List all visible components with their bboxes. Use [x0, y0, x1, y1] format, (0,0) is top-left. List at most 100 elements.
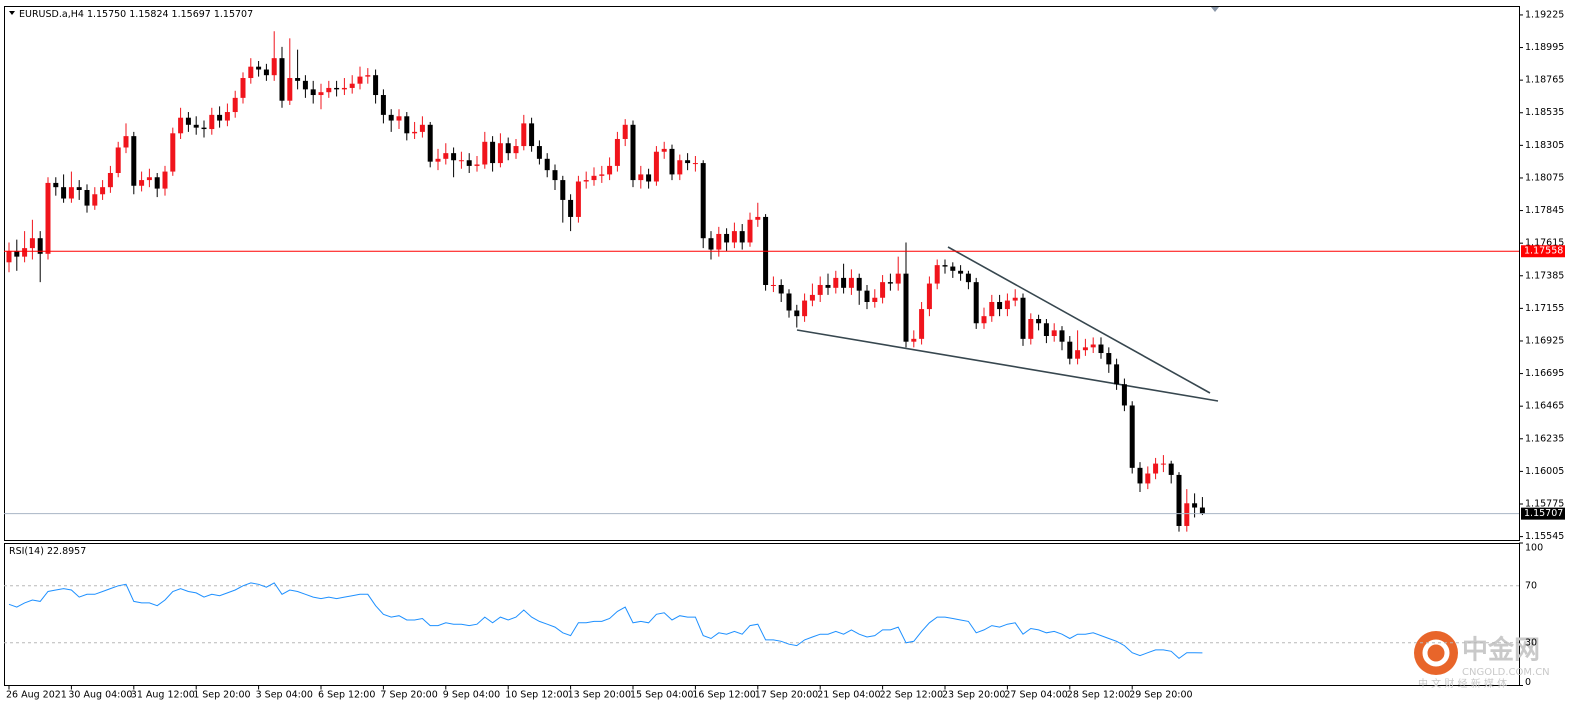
candle-body — [997, 301, 1003, 310]
candle-body — [708, 238, 714, 250]
candle-body — [739, 231, 745, 243]
candle-body — [466, 160, 472, 166]
candle-body — [193, 124, 199, 128]
candle-body — [131, 136, 137, 186]
candle-body — [700, 163, 706, 239]
candle-body — [162, 171, 168, 189]
y-tick-label: 30 — [1525, 637, 1537, 648]
candle-body — [178, 117, 184, 134]
rsi-panel-frame — [4, 543, 1520, 686]
candle-body — [950, 266, 956, 271]
watermark-logo — [1414, 631, 1458, 675]
candle-body — [685, 160, 691, 164]
candle-body — [661, 148, 667, 152]
x-tick-label: 10 Sep 12:00 — [505, 690, 568, 701]
candle-body — [887, 282, 893, 284]
candle-body — [1020, 297, 1026, 339]
candle-body — [1051, 330, 1057, 337]
candle-body — [295, 78, 301, 81]
rsi-line — [8, 582, 1203, 660]
candle-body — [786, 293, 792, 311]
candle-body — [185, 117, 191, 125]
candle-body — [115, 147, 121, 173]
candle-body — [92, 194, 98, 206]
trend-line-upper — [947, 246, 1211, 394]
x-tick-label: 29 Sep 20:00 — [1129, 690, 1192, 701]
candle-body — [107, 172, 113, 188]
x-tick-label: 16 Sep 12:00 — [692, 690, 755, 701]
x-tick-label: 28 Sep 12:00 — [1067, 690, 1130, 701]
candle-body — [575, 181, 581, 217]
candle-body — [224, 112, 230, 121]
candle-body — [536, 146, 542, 159]
candle-body — [1043, 323, 1049, 337]
x-tick-label: 1 Sep 20:00 — [193, 690, 250, 701]
y-tick-label: 1.16925 — [1525, 335, 1564, 346]
candle-body — [981, 316, 987, 324]
candle-body — [76, 187, 82, 191]
x-tick-label: 15 Sep 04:00 — [630, 690, 693, 701]
candle-body — [630, 124, 636, 181]
candle-body — [458, 160, 464, 162]
candle-body — [154, 177, 160, 189]
shift-marker — [1211, 7, 1219, 12]
price-label: 1.15707 — [1524, 508, 1563, 519]
y-tick-label: 1.17385 — [1525, 270, 1564, 281]
x-tick-label: 9 Sep 04:00 — [443, 690, 500, 701]
candle-body — [622, 124, 628, 139]
candle-body — [513, 146, 519, 154]
candle-body — [1059, 330, 1065, 342]
candle-body — [310, 89, 316, 96]
candle-body — [53, 182, 59, 188]
candle-body — [1090, 344, 1096, 348]
candle-body — [521, 123, 527, 147]
candle-body — [100, 187, 106, 195]
candle-body — [61, 187, 67, 199]
candle-body — [279, 58, 285, 101]
candle-body — [989, 301, 995, 317]
x-tick-label: 27 Sep 04:00 — [1004, 690, 1067, 701]
candle-body — [934, 265, 940, 284]
y-tick-label: 1.16005 — [1525, 466, 1564, 477]
x-tick-label: 13 Sep 20:00 — [568, 690, 631, 701]
candle-body — [170, 133, 176, 172]
candle-body — [22, 248, 28, 257]
candle-body — [903, 273, 909, 342]
candle-body — [724, 233, 730, 243]
candle-body — [973, 282, 979, 324]
candle-body — [435, 158, 441, 162]
candle-body — [248, 66, 254, 79]
candle-body — [404, 116, 410, 134]
candle-body — [1137, 467, 1143, 484]
x-tick-label: 17 Sep 20:00 — [755, 690, 818, 701]
y-tick-label: 100 — [1525, 543, 1543, 554]
candle-body — [653, 151, 659, 182]
trend-line-lower — [796, 329, 1219, 402]
candle-body — [747, 219, 753, 243]
candle-body — [568, 199, 574, 217]
candle-body — [84, 190, 90, 206]
candle-body — [529, 123, 535, 147]
candle-body — [1184, 503, 1190, 526]
candle-body — [1153, 463, 1159, 474]
candle-body — [1098, 344, 1104, 354]
candle-body — [1176, 474, 1182, 526]
x-tick-label: 30 Aug 04:00 — [68, 690, 132, 701]
candle-body — [412, 131, 418, 134]
candle-body — [1129, 405, 1135, 468]
y-tick-label: 1.17155 — [1525, 303, 1564, 314]
candle-body — [833, 277, 839, 288]
y-tick-label: 1.16235 — [1525, 433, 1564, 444]
y-tick-label: 0 — [1525, 677, 1531, 688]
candle-body — [614, 138, 620, 166]
candle-body — [318, 92, 324, 96]
y-tick-label: 1.18535 — [1525, 107, 1564, 118]
candle-body — [146, 177, 152, 181]
candle-body — [380, 95, 386, 115]
candle-body — [45, 182, 51, 254]
candle-body — [6, 250, 12, 263]
candle-body — [14, 250, 20, 257]
candle-body — [544, 158, 550, 171]
candle-body — [1106, 353, 1112, 365]
candle-body — [497, 143, 503, 164]
